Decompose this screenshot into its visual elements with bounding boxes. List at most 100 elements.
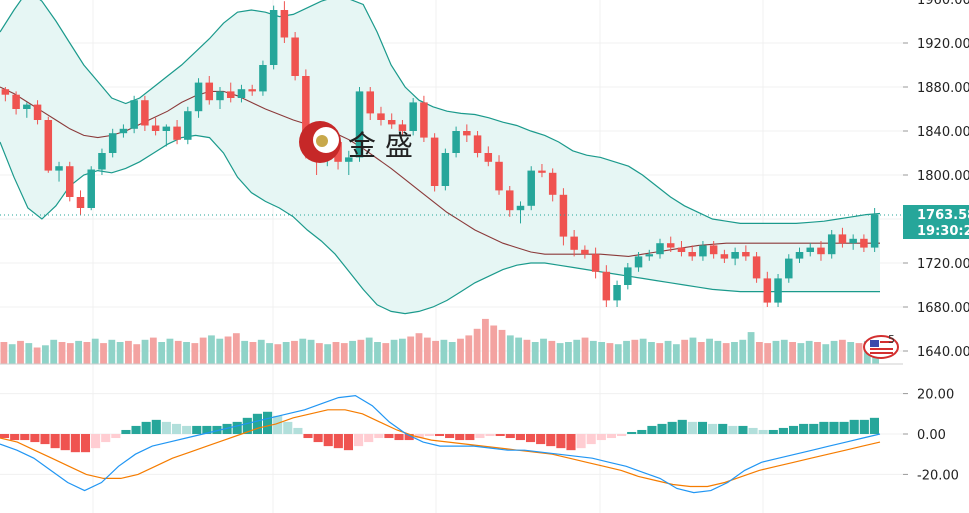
volume-bar (415, 333, 423, 364)
volume-bar (797, 343, 805, 364)
volume-bar (847, 342, 855, 364)
macd-histogram-bar (505, 434, 515, 439)
volume-bar (141, 339, 149, 364)
macd-histogram-bar (151, 419, 161, 434)
macd-histogram-bar (202, 425, 212, 434)
volume-bar (465, 335, 473, 364)
price-tick-label: 1960.00 (917, 0, 969, 8)
volume-bar (606, 343, 614, 364)
volume-bar (274, 344, 282, 364)
volume-bar (515, 337, 523, 364)
macd-histogram-bar (414, 434, 424, 439)
candle-up (656, 243, 664, 255)
volume-bar (697, 342, 705, 364)
volume-bar (66, 343, 74, 364)
macd-histogram-bar (171, 423, 182, 434)
volume-bar (149, 337, 157, 364)
bollinger-lower (0, 134, 880, 315)
macd-histogram-bar (445, 434, 455, 439)
watermark-text: 金 盛 (348, 129, 413, 162)
last-price-time: 19:30:2 (917, 224, 969, 239)
macd-histogram-bar (10, 434, 20, 441)
candlesticks[interactable] (1, 1, 879, 307)
volume-bar (830, 340, 838, 364)
us-flag-icon[interactable]: 5 (863, 333, 899, 359)
candle-down (473, 135, 482, 153)
macd-histogram-bar (364, 434, 374, 443)
volume-bar (382, 343, 390, 364)
volume-bar (822, 344, 830, 364)
macd-histogram-bar (40, 434, 50, 445)
macd-histogram-bar (303, 434, 313, 439)
candle-down (302, 76, 310, 153)
macd-histogram-bar (222, 423, 232, 434)
candle-up (269, 10, 278, 65)
macd-histogram-bar (556, 434, 566, 449)
volume-bar (672, 344, 680, 364)
macd-histogram-bar (70, 434, 80, 453)
candle-up (194, 82, 203, 112)
candle-down (151, 125, 160, 131)
macd-histogram-bar (424, 434, 434, 437)
candle-up (774, 278, 782, 303)
macd-histogram-bar (768, 429, 778, 434)
volume-bar (498, 329, 506, 364)
candle-up (516, 205, 525, 211)
macd-histogram-bar (667, 421, 677, 434)
volume-bar (556, 343, 564, 364)
volume-bar (780, 339, 788, 364)
volume-bar (183, 342, 190, 364)
price-tick-label: 1800.00 (917, 169, 969, 184)
candle-up (98, 153, 106, 170)
candle-up (613, 285, 621, 301)
candle-up (409, 102, 417, 131)
macd-histogram-bar (91, 434, 101, 449)
price-tick-label: 1680.00 (917, 301, 969, 316)
volume-bar (589, 340, 597, 364)
volume-bar (125, 340, 132, 364)
volume-bar (33, 347, 41, 364)
volume-bar (448, 342, 456, 364)
macd-histogram-bar (384, 434, 394, 439)
volume-bar (166, 338, 174, 364)
macd-histogram-bar (748, 427, 758, 434)
volume-bar (440, 339, 448, 364)
volume-bar (523, 339, 531, 364)
candle-up (345, 157, 353, 162)
price-tick-label: 1640.00 (917, 345, 969, 360)
macd-tick-label: 0.00 (917, 428, 946, 443)
candle-down (484, 153, 493, 162)
candle-up (699, 245, 707, 257)
volume-bar (374, 342, 381, 364)
us-flag-canton (870, 340, 879, 347)
macd-histogram-bar (525, 434, 536, 443)
candle-up (237, 89, 246, 98)
price-tick-label: 1720.00 (917, 257, 969, 272)
volume-bar (75, 340, 83, 364)
volume-bar (365, 337, 373, 364)
candle-down (581, 249, 589, 255)
macd-histogram-bar (758, 429, 768, 434)
volume-bar (0, 342, 8, 364)
volume-bar (357, 339, 365, 364)
bollinger-fill (0, 0, 880, 314)
macd-histogram-bar (343, 434, 354, 451)
volume-bar (714, 340, 722, 364)
price-axis[interactable]: 1960.00 1920.00 1880.00 1840.00 1800.00 1720.… (903, 0, 969, 360)
macd-histogram-bar (111, 434, 121, 439)
candle-down (141, 100, 149, 126)
macd-histogram-bar (859, 419, 869, 434)
volume-bar (299, 338, 307, 364)
macd-axis[interactable]: 20.00 0.00 -20.00 (903, 388, 959, 484)
candle-down (752, 256, 761, 279)
macd-histogram-bar (809, 423, 819, 434)
candle-down (506, 190, 514, 211)
volume-bar (432, 340, 439, 364)
macd-histogram-bar (546, 434, 556, 447)
macd-histogram-bar (252, 413, 262, 434)
volume-bar (664, 340, 672, 364)
macd-histogram-bar (0, 434, 10, 439)
volume-bar (623, 340, 630, 364)
volume-bar (457, 338, 464, 364)
